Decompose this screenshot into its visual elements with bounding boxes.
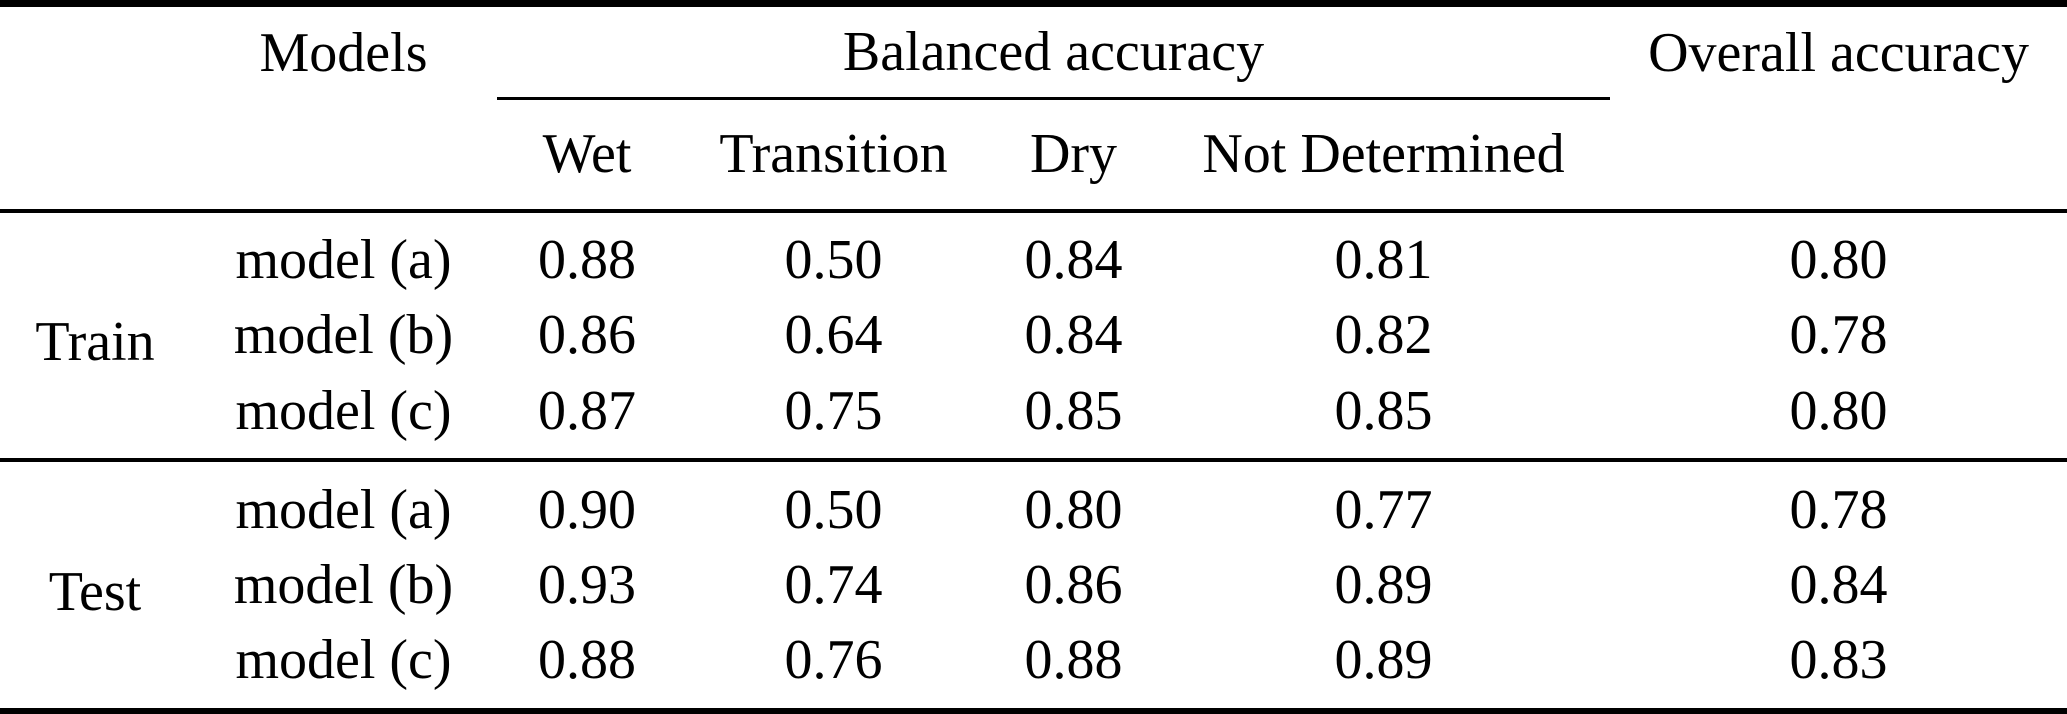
train-group: Train model (a) 0.88 0.50 0.84 0.81 0.80… <box>0 211 2067 461</box>
value-cell-test-c-transition: 0.76 <box>784 629 883 692</box>
value-cell-train-c-wet: 0.87 <box>538 379 636 442</box>
value-cell-test-b-dry: 0.86 <box>1024 554 1123 616</box>
spacer-cell <box>190 99 497 211</box>
spacer-cell <box>0 99 190 211</box>
header-row-top: Models Balanced accuracy Overall accurac… <box>0 3 2067 100</box>
value-cell-train-b-overall: 0.78 <box>1789 304 1888 367</box>
spacer-cell <box>1610 99 2067 211</box>
test-group: Test model (a) 0.90 0.50 0.80 0.77 0.78 … <box>0 460 2067 711</box>
value-cell-test-b-transition: 0.74 <box>784 554 883 616</box>
table-row: model (b) 0.86 0.64 0.84 0.82 0.78 <box>0 294 2067 377</box>
value-cell-train-a-not-determined: 0.81 <box>1334 229 1433 292</box>
model-name-cell: model (c) <box>235 629 452 692</box>
value-cell-test-a-wet: 0.90 <box>538 478 636 541</box>
dry-column-header: Dry <box>1029 123 1118 186</box>
value-cell-test-c-not-determined: 0.89 <box>1334 629 1433 692</box>
value-cell-train-a-transition: 0.50 <box>784 229 883 292</box>
value-cell-train-c-transition: 0.75 <box>784 379 883 442</box>
value-cell-test-a-transition: 0.50 <box>784 478 883 541</box>
table-header: Models Balanced accuracy Overall accurac… <box>0 3 2067 211</box>
value-cell-test-a-not-determined: 0.77 <box>1334 478 1433 541</box>
not-determined-column-header: Not Determined <box>1202 123 1565 186</box>
table-row: model (c) 0.87 0.75 0.85 0.85 0.80 <box>0 377 2067 460</box>
value-cell-test-b-overall: 0.84 <box>1789 554 1888 616</box>
value-cell-train-b-transition: 0.64 <box>784 304 883 367</box>
value-cell-train-b-wet: 0.86 <box>538 304 636 367</box>
value-cell-test-c-dry: 0.88 <box>1024 629 1123 692</box>
wet-column-header: Wet <box>542 123 632 186</box>
models-column-header: Models <box>259 21 428 84</box>
model-name-cell: model (b) <box>233 304 454 367</box>
value-cell-test-b-wet: 0.93 <box>538 554 636 616</box>
value-cell-train-a-wet: 0.88 <box>538 229 636 292</box>
table-row: Test model (a) 0.90 0.50 0.80 0.77 0.78 <box>0 460 2067 620</box>
model-name-cell: model (a) <box>235 478 452 541</box>
spacer-cell <box>0 4 190 99</box>
balanced-accuracy-group-header: Balanced accuracy <box>497 3 1611 100</box>
value-cell-train-a-overall: 0.80 <box>1789 229 1888 292</box>
value-cell-test-a-dry: 0.80 <box>1024 478 1123 541</box>
header-row-sub: Wet Transition Dry Not Determined <box>0 99 2067 211</box>
value-cell-train-b-dry: 0.84 <box>1024 304 1123 367</box>
table-row: model (c) 0.88 0.76 0.88 0.89 0.83 <box>0 627 2067 711</box>
model-name-cell: model (a) <box>235 229 452 292</box>
model-name-cell: model (b) <box>233 554 454 616</box>
overall-accuracy-column-header: Overall accuracy <box>1648 21 2029 84</box>
value-cell-train-c-overall: 0.80 <box>1789 379 1888 442</box>
value-cell-test-a-overall: 0.78 <box>1789 478 1888 541</box>
value-cell-train-a-dry: 0.84 <box>1024 229 1123 292</box>
train-group-label: Train <box>35 311 155 374</box>
table-row: model (b) 0.93 0.74 0.86 0.89 0.84 <box>0 543 2067 626</box>
value-cell-train-c-dry: 0.85 <box>1024 379 1123 442</box>
test-group-label: Test <box>48 561 142 624</box>
value-cell-train-b-not-determined: 0.82 <box>1334 304 1433 367</box>
table-row: Train model (a) 0.88 0.50 0.84 0.81 0.80 <box>0 211 2067 370</box>
model-name-cell: model (c) <box>235 379 452 442</box>
value-cell-test-c-overall: 0.83 <box>1789 629 1888 692</box>
value-cell-train-c-not-determined: 0.85 <box>1334 379 1433 442</box>
transition-column-header: Transition <box>719 123 948 186</box>
value-cell-test-c-wet: 0.88 <box>538 629 636 692</box>
value-cell-test-b-not-determined: 0.89 <box>1334 554 1433 616</box>
